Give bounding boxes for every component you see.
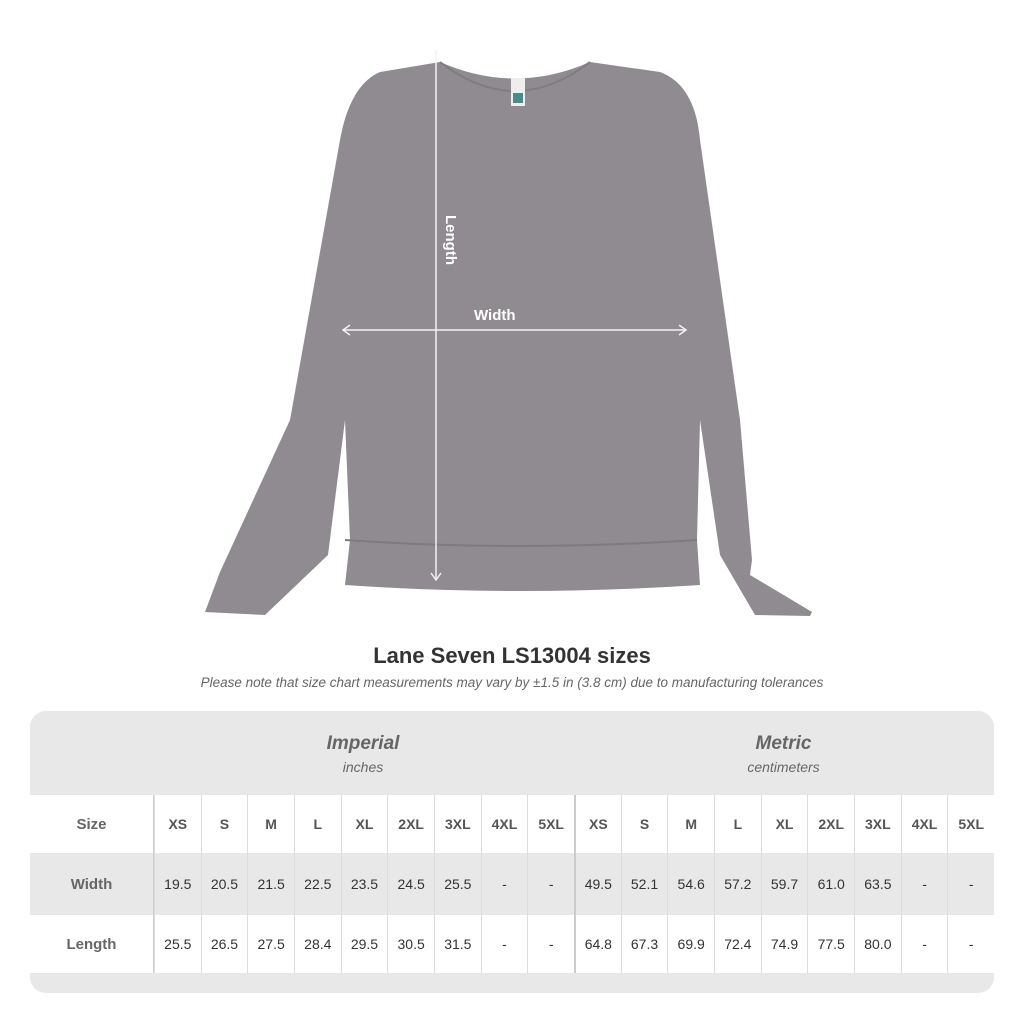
table-row: Width 19.5 20.5 21.5 22.5 23.5 24.5 25.5- -49.5…	[30, 853, 994, 915]
table-cell: 2XL	[807, 795, 854, 853]
table-cell: -	[527, 853, 574, 915]
table-cell: L	[293, 795, 341, 853]
table-cell: 54.6	[667, 853, 714, 915]
table-cell: XS	[574, 795, 621, 853]
table-cell: 26.5	[200, 915, 248, 973]
width-label: Width	[474, 307, 516, 324]
table-cell: 63.5	[854, 853, 901, 915]
row-label: Length	[30, 915, 154, 973]
table-cell: -	[527, 915, 574, 973]
table-cell: XL	[340, 795, 388, 853]
sweatshirt-body	[205, 62, 812, 616]
table-cell: 67.3	[620, 915, 668, 973]
table-cell: -	[947, 915, 994, 973]
size-table: Imperial inches Metric centimeters Size …	[30, 711, 994, 993]
table-cell: 25.5	[433, 853, 481, 915]
table-cell: 69.9	[667, 915, 714, 973]
table-cell: 21.5	[247, 853, 294, 915]
metric-unit: centimeters	[747, 759, 820, 775]
table-cell: S	[620, 795, 668, 853]
table-cell: 57.2	[714, 853, 761, 915]
table-cell: 4XL	[480, 795, 528, 853]
table-cell: 59.7	[760, 853, 808, 915]
imperial-header: Imperial inches	[153, 711, 573, 795]
table-row: Length 25.5 26.5 27.5 28.4 29.5 30.5 31.5- -64.…	[30, 915, 994, 973]
table-cell: XS	[153, 795, 201, 853]
table-cell: 5XL	[947, 795, 994, 853]
table-cell: 22.5	[293, 853, 341, 915]
table-cell: 77.5	[807, 915, 854, 973]
metric-label: Metric	[755, 733, 812, 754]
size-label: Size	[30, 795, 154, 853]
table-cell: 27.5	[247, 915, 294, 973]
table-cell: 23.5	[340, 853, 388, 915]
table-cell: 72.4	[714, 915, 761, 973]
table-cell: 20.5	[200, 853, 248, 915]
table-cell: M	[667, 795, 714, 853]
table-cell: M	[247, 795, 294, 853]
table-cell: 31.5	[433, 915, 481, 973]
table-cell: 3XL	[854, 795, 901, 853]
table-cell: 49.5	[574, 853, 621, 915]
table-cell: 19.5	[153, 853, 201, 915]
page-title: Lane Seven LS13004 sizes	[373, 643, 651, 668]
table-cell: -	[947, 853, 994, 915]
table-cell: XL	[760, 795, 808, 853]
table-cell: 5XL	[527, 795, 574, 853]
table-cell: 61.0	[807, 853, 854, 915]
imperial-unit: inches	[342, 759, 384, 775]
table-cell: 4XL	[900, 795, 948, 853]
table-cell: 24.5	[387, 853, 434, 915]
table-cell: -	[900, 853, 948, 915]
table-cell: 80.0	[854, 915, 901, 973]
tolerance-note: Please note that size chart measurements…	[200, 675, 824, 690]
table-cell: -	[480, 853, 528, 915]
table-cell: L	[714, 795, 761, 853]
table-cell: 2XL	[387, 795, 434, 853]
table-cell: 25.5	[153, 915, 201, 973]
table-cell: 52.1	[620, 853, 668, 915]
table-cell: 28.4	[293, 915, 341, 973]
table-cell: -	[900, 915, 948, 973]
table-cell: 74.9	[760, 915, 808, 973]
table-cell: 30.5	[387, 915, 434, 973]
table-cell: S	[200, 795, 248, 853]
metric-header: Metric centimeters	[573, 711, 994, 795]
imperial-label: Imperial	[326, 733, 400, 754]
length-label: Length	[442, 215, 459, 265]
sweatshirt-image: Length Width	[205, 50, 812, 616]
table-cell: -	[480, 915, 528, 973]
table-cell: 3XL	[433, 795, 481, 853]
table-cell: 29.5	[340, 915, 388, 973]
table-cell: 64.8	[574, 915, 621, 973]
row-label: Width	[30, 853, 154, 915]
size-row: Size XS S M L XL 2XL 3XL 4XL 5XL XS S M L XL 2XL 3XL 4XL…	[30, 795, 994, 853]
